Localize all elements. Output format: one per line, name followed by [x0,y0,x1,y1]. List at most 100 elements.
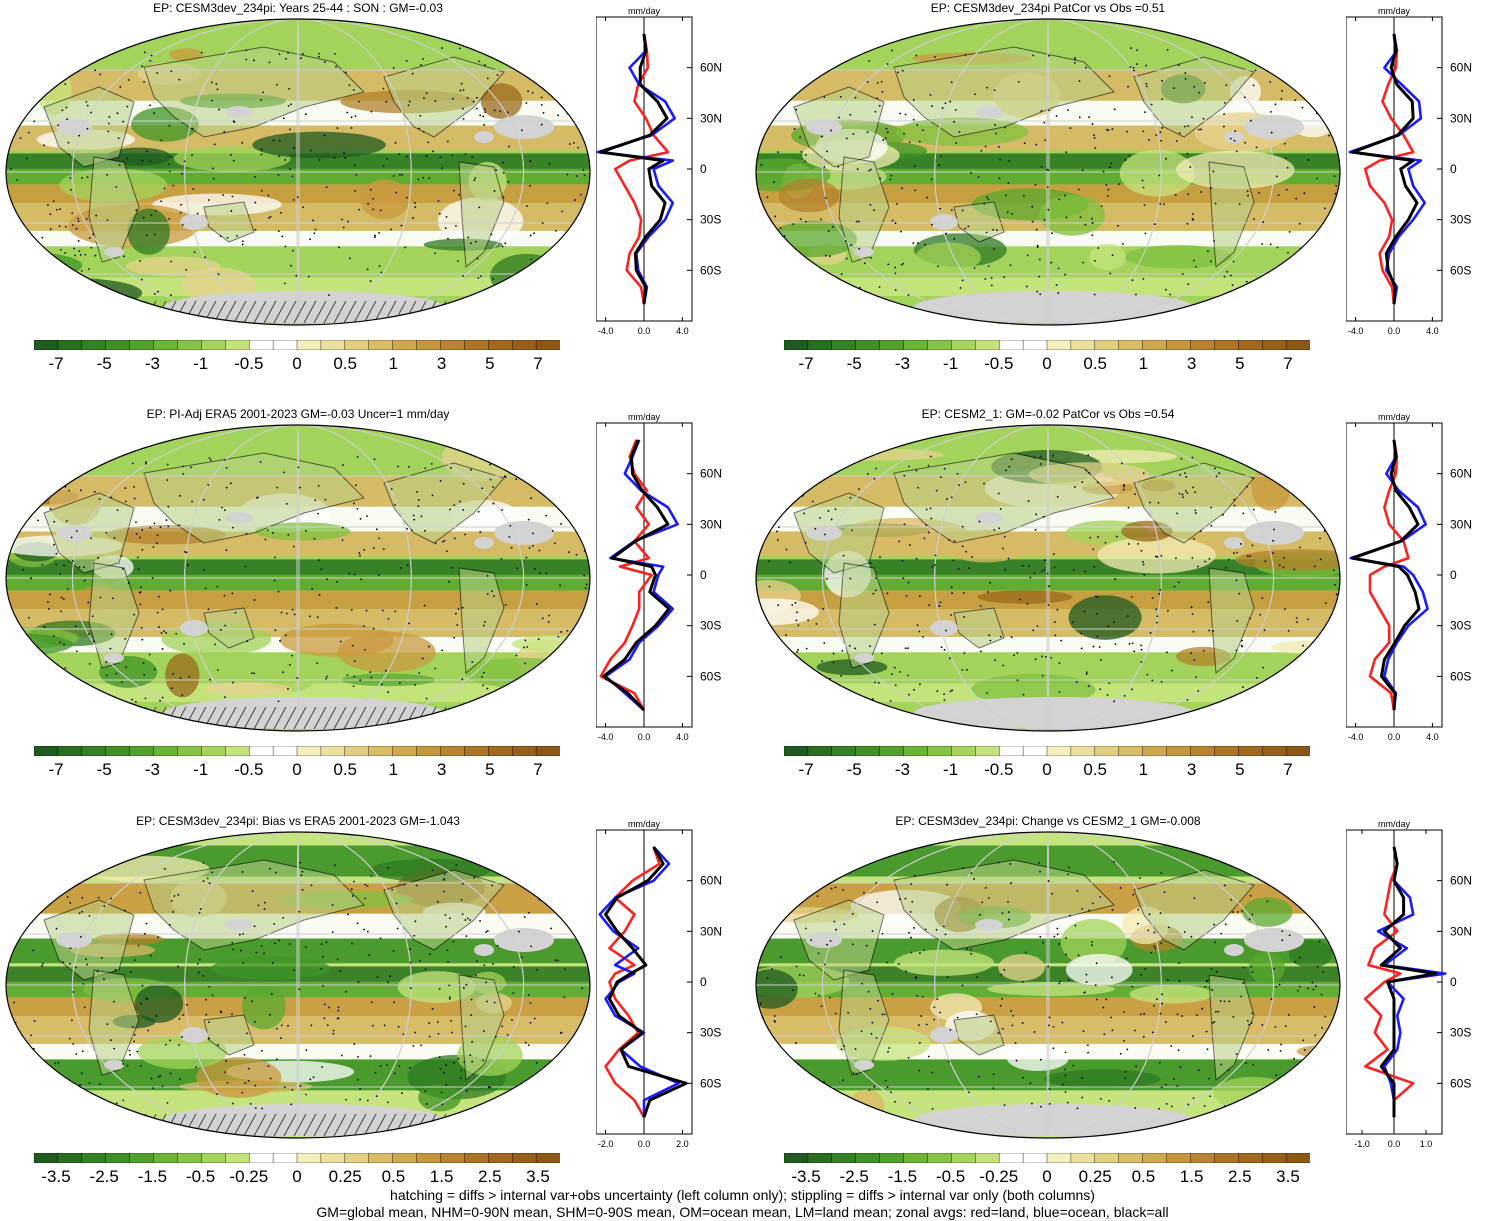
precip-map [755,424,1341,732]
zonal-unit-label: mm/day [1378,6,1411,16]
value-tick-label: 0.0 [1388,326,1401,336]
lat-tick-label: 60S [1450,1076,1471,1090]
precip-map [755,831,1341,1139]
zonal-unit-label: mm/day [628,6,661,16]
colorbar-label: -3.5 [791,1167,821,1186]
colorbar-label: 0.5 [1083,354,1108,373]
colorbar [34,1153,560,1163]
zonal-series-ocean [1349,439,1429,711]
colorbar-label: -1.5 [137,1167,168,1186]
map-title: EP: CESM3dev_234pi PatCor vs Obs =0.51 [930,1,1166,15]
colorbar-label: -0.5 [234,760,264,779]
colorbar-label: -3 [144,354,160,373]
colorbar-label: 0.25 [1078,1167,1112,1186]
colorbar-label: 1 [1138,354,1149,373]
lat-tick-label: 60N [700,467,722,481]
lat-tick-label: 60N [1450,61,1472,75]
zonal-series-all [1351,33,1419,305]
colorbar-label: -1 [193,760,209,779]
colorbar-label: -0.5 [984,760,1014,779]
colorbar-label: -3 [144,760,160,779]
lat-tick-label: 60N [1450,467,1472,481]
lat-tick-label: 0 [1450,162,1457,176]
colorbar-label: 2.5 [1227,1167,1252,1186]
value-tick-label: 1.0 [1420,1139,1433,1149]
colorbar [784,340,1310,350]
colorbar-label: -0.5 [185,1167,216,1186]
colorbar-label: 7 [1283,354,1293,373]
colorbar-label: -1 [943,354,959,373]
colorbar-label: 1.5 [1179,1167,1204,1186]
colorbar-label: 3 [436,354,447,373]
zonal-profile: mm/day 60N 30N 0 30S 60S -4.0 0.0 4.0 [1346,6,1472,336]
lat-tick-label: 0 [1450,568,1457,582]
map-title: EP: CESM3dev_234pi: Years 25-44 : SON : … [153,1,443,15]
zonal-profile: mm/day 60N 30N 0 30S 60S -4.0 0.0 4.0 [596,412,722,742]
lat-tick-label: 60S [700,669,721,683]
colorbar-label: -0.5 [234,354,264,373]
lat-tick-label: 30N [1450,924,1472,938]
value-tick-label: 0.0 [638,732,651,742]
colorbar-label: 3 [436,760,447,779]
colorbar [784,1153,1310,1163]
lat-tick-label: 60S [700,263,721,277]
lat-tick-label: 30S [700,213,721,227]
zonal-series-land [604,846,661,1118]
value-tick-label: 0.0 [638,1139,651,1149]
value-tick-label: 0.0 [1388,732,1401,742]
zonal-series-land [1363,846,1415,1118]
value-tick-label: -4.0 [1348,326,1364,336]
value-tick-label: 4.0 [676,326,689,336]
colorbar-label: 0 [1042,760,1052,779]
zonal-series-land [1363,33,1415,305]
lat-tick-label: 0 [700,162,707,176]
zonal-series-land [599,439,654,711]
precip-map [5,831,591,1139]
lat-tick-label: 30N [700,517,722,531]
value-tick-label: -2.0 [598,1139,614,1149]
colorbar-label: -7 [798,354,814,373]
panel-5: EP: CESM3dev_234pi: Bias vs ERA5 2001-20… [0,813,745,1213]
colorbar-label: -0.25 [229,1167,269,1186]
zonal-unit-label: mm/day [1378,819,1411,829]
value-tick-label: -4.0 [598,326,614,336]
lat-tick-label: 30N [1450,111,1472,125]
map-title: EP: CESM3dev_234pi: Bias vs ERA5 2001-20… [136,814,460,828]
value-tick-label: 2.0 [676,1139,689,1149]
zonal-series-all [599,33,669,305]
colorbar-label: 0.5 [1131,1167,1156,1186]
zonal-series-all [602,439,671,712]
colorbar-label: 0.5 [1083,760,1108,779]
colorbar-label: -5 [846,760,862,779]
lat-tick-label: 30N [700,111,722,125]
colorbar-label: -3 [894,354,910,373]
value-tick-label: -4.0 [1348,732,1364,742]
colorbar-label: 0.25 [328,1167,362,1186]
lat-tick-label: 30S [700,1026,721,1040]
zonal-unit-label: mm/day [628,819,661,829]
colorbar-label: 1 [1138,760,1149,779]
colorbar-label: 7 [533,760,543,779]
value-tick-label: 4.0 [676,732,689,742]
zonal-series-all [604,846,688,1118]
colorbar-label: -3 [894,760,910,779]
colorbar-label: 3.5 [1276,1167,1300,1186]
colorbar-label: 1 [388,760,399,779]
lat-tick-label: 60S [1450,669,1471,683]
zonal-profile: mm/day 60N 30N 0 30S 60S -1.0 0.0 1.0 [1346,819,1472,1149]
colorbar-label: 0.5 [333,760,358,779]
colorbar-label: 0 [292,354,302,373]
colorbar-label: -5 [96,760,112,779]
colorbar-label: -1 [193,354,209,373]
zonal-profile: mm/day 60N 30N 0 30S 60S -4.0 0.0 4.0 [1346,412,1472,742]
zonal-unit-label: mm/day [628,412,661,422]
value-tick-label: -1.0 [1354,1139,1370,1149]
colorbar-label: -0.25 [979,1167,1019,1186]
lat-tick-label: 30S [1450,1026,1471,1040]
colorbar-label: -0.5 [984,354,1014,373]
value-tick-label: 4.0 [1426,732,1439,742]
zonal-series-all [1379,846,1438,1118]
value-tick-label: -4.0 [598,732,614,742]
footer-line-2: GM=global mean, NHM=0-90N mean, SHM=0-90… [316,1204,1169,1220]
map-title: EP: CESM3dev_234pi: Change vs CESM2_1 GM… [895,814,1201,828]
